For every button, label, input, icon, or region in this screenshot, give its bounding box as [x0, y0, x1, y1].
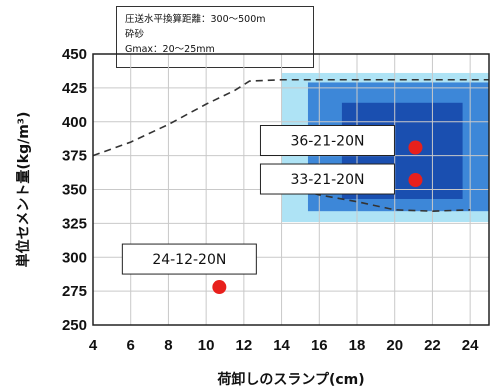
y-tick-label: 450 [62, 46, 87, 63]
point-label-box: 36-21-20N [259, 124, 395, 156]
y-tick-label: 275 [62, 283, 87, 300]
note-line-sand: 砕砂 [125, 29, 145, 40]
point-labels: 36-21-20N 33-21-20N 24-12-20N [121, 124, 395, 275]
note-line-gmax: Gmax：20～25mm [125, 44, 215, 55]
data-point [408, 140, 423, 155]
plot-frame [92, 53, 490, 326]
x-tick-label: 8 [164, 337, 172, 354]
data-points [212, 140, 423, 295]
x-tick-label: 16 [311, 337, 328, 354]
x-tick-label: 6 [127, 337, 135, 354]
point-label-box: 33-21-20N [259, 163, 395, 195]
y-tick-labels: 250 275 300 325 350 375 400 425 450 [62, 46, 87, 334]
data-point [212, 280, 227, 295]
data-point [408, 173, 423, 188]
x-tick-label: 18 [349, 337, 366, 354]
point-label-frame [121, 243, 257, 275]
x-tick-label: 12 [236, 337, 253, 354]
note-line-distance: 圧送水平換算距離：300～500m [125, 14, 266, 25]
y-tick-label: 300 [62, 249, 87, 266]
y-tick-label: 325 [62, 215, 87, 232]
x-tick-label: 4 [89, 337, 98, 354]
y-axis-title: 単位セメント量(kg/m³) [15, 112, 32, 268]
point-label-text: 33-21-20N [290, 172, 364, 188]
point-label-text: 24-12-20N [152, 252, 226, 268]
x-tick-label: 20 [386, 337, 403, 354]
y-tick-label: 350 [62, 182, 87, 199]
condition-note-box: 圧送水平換算距離：300～500m 砕砂 Gmax：20～25mm [116, 6, 314, 68]
y-tick-label: 400 [62, 114, 87, 131]
x-tick-label: 14 [273, 337, 290, 354]
point-label-text: 36-21-20N [290, 133, 364, 149]
x-tick-label: 10 [198, 337, 215, 354]
x-axis-title: 荷卸しのスランプ(cm) [216, 371, 364, 388]
point-label-frame [259, 163, 395, 195]
y-tick-label: 375 [62, 148, 87, 165]
x-tick-labels: 4 6 8 10 12 14 16 18 20 22 24 [89, 337, 479, 354]
y-tick-label: 425 [62, 80, 87, 97]
y-tick-label: 250 [62, 317, 87, 334]
point-label-frame [259, 124, 395, 156]
x-tick-label: 24 [462, 337, 479, 354]
x-tick-label: 22 [424, 337, 441, 354]
point-label-box: 24-12-20N [121, 243, 257, 275]
